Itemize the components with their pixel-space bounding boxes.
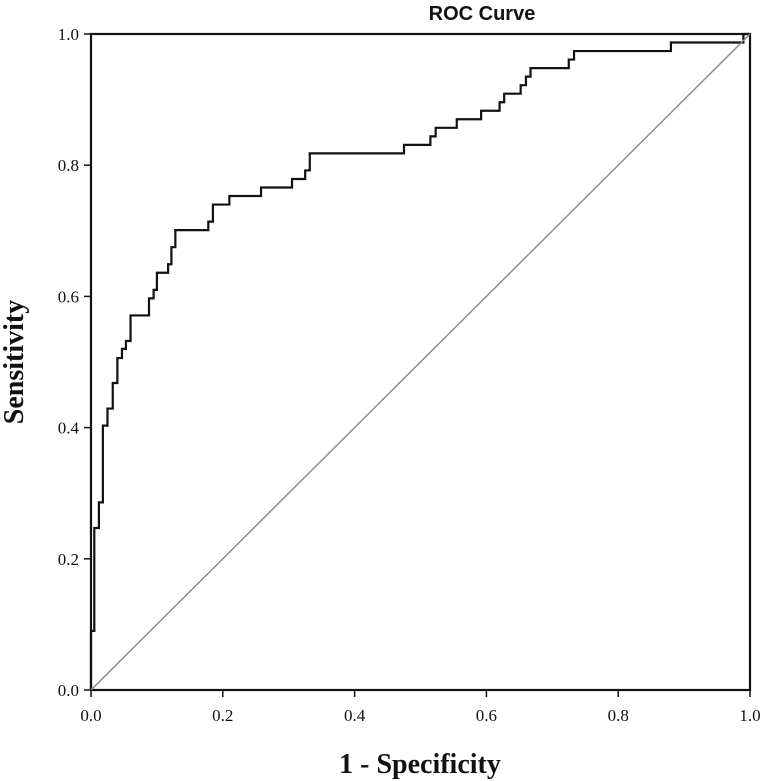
x-tick-label: 0.2 [212,706,233,725]
y-axis-ticks: 0.0 0.2 0.4 0.6 0.8 1.0 [58,25,91,700]
y-axis-label: Sensitivity [0,300,30,424]
y-tick-label: 0.2 [58,550,79,569]
y-tick-label: 0.6 [58,287,79,306]
x-axis-label: 1 - Specificity [339,749,501,780]
x-tick-label: 0.8 [608,706,629,725]
x-tick-label: 0.4 [344,706,366,725]
chart-title: ROC Curve [429,3,536,25]
series-layer [89,32,751,691]
x-tick-label: 0.0 [80,706,101,725]
x-tick-label: 0.6 [476,706,497,725]
plot-frame [89,32,752,692]
y-tick-label: 0.0 [58,681,79,700]
y-tick-label: 0.8 [58,156,79,175]
y-tick-label: 1.0 [58,25,79,44]
reference-diagonal-line [90,33,751,691]
x-tick-label: 1.0 [739,706,760,725]
roc-curve-line [89,32,750,690]
x-axis-ticks: 0.0 0.2 0.4 0.6 0.8 1.0 [80,690,761,725]
y-tick-label: 0.4 [58,419,80,438]
